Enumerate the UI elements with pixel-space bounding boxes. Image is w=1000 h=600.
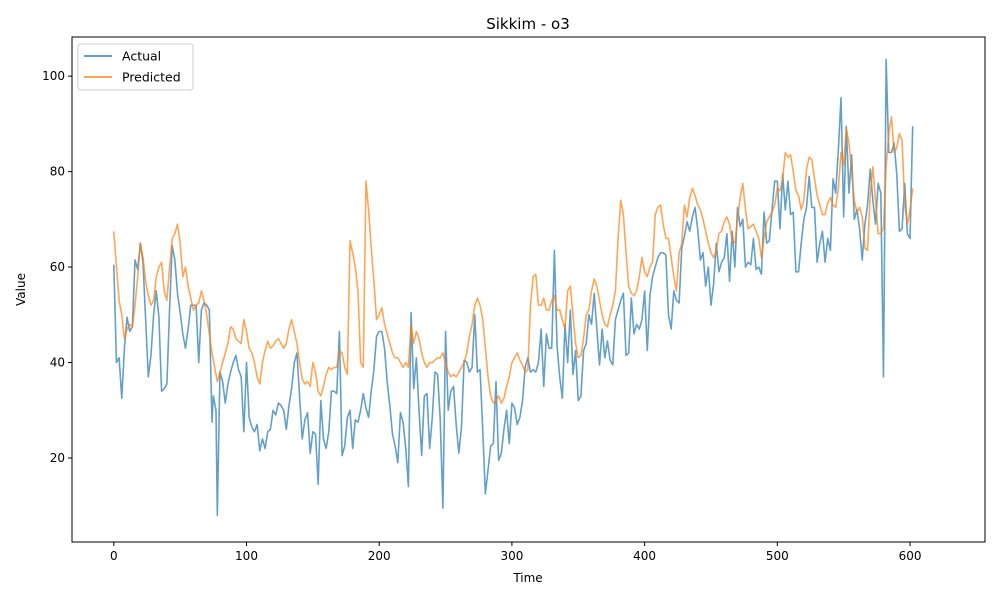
legend: Actual Predicted: [77, 43, 194, 91]
y-tick-label: 20: [50, 451, 65, 465]
x-tick-label: 200: [368, 549, 391, 563]
x-axis-ticks: 0 100 200 300 400 500 600: [110, 542, 921, 563]
x-tick-label: 300: [500, 549, 523, 563]
legend-label-predicted: Predicted: [122, 70, 181, 85]
y-tick-label: 80: [50, 165, 65, 179]
y-axis-ticks: 20 40 60 80 100: [42, 69, 72, 465]
series-line-actual: [113, 58, 914, 517]
legend-label-actual: Actual: [122, 49, 161, 64]
series-line-predicted: [113, 115, 914, 404]
x-tick-label: 100: [235, 549, 258, 563]
y-tick-label: 40: [50, 356, 65, 370]
y-axis-title: Value: [14, 273, 28, 306]
plot-area: [113, 58, 914, 517]
x-tick-label: 500: [766, 549, 789, 563]
x-tick-label: 600: [899, 549, 922, 563]
y-tick-label: 60: [50, 260, 65, 274]
x-tick-label: 400: [633, 549, 656, 563]
x-axis-title: Time: [512, 571, 542, 585]
chart-title: Sikkim - o3: [486, 15, 570, 33]
x-tick-label: 0: [110, 549, 118, 563]
axes-frame: [71, 36, 986, 543]
y-tick-label: 100: [42, 69, 65, 83]
